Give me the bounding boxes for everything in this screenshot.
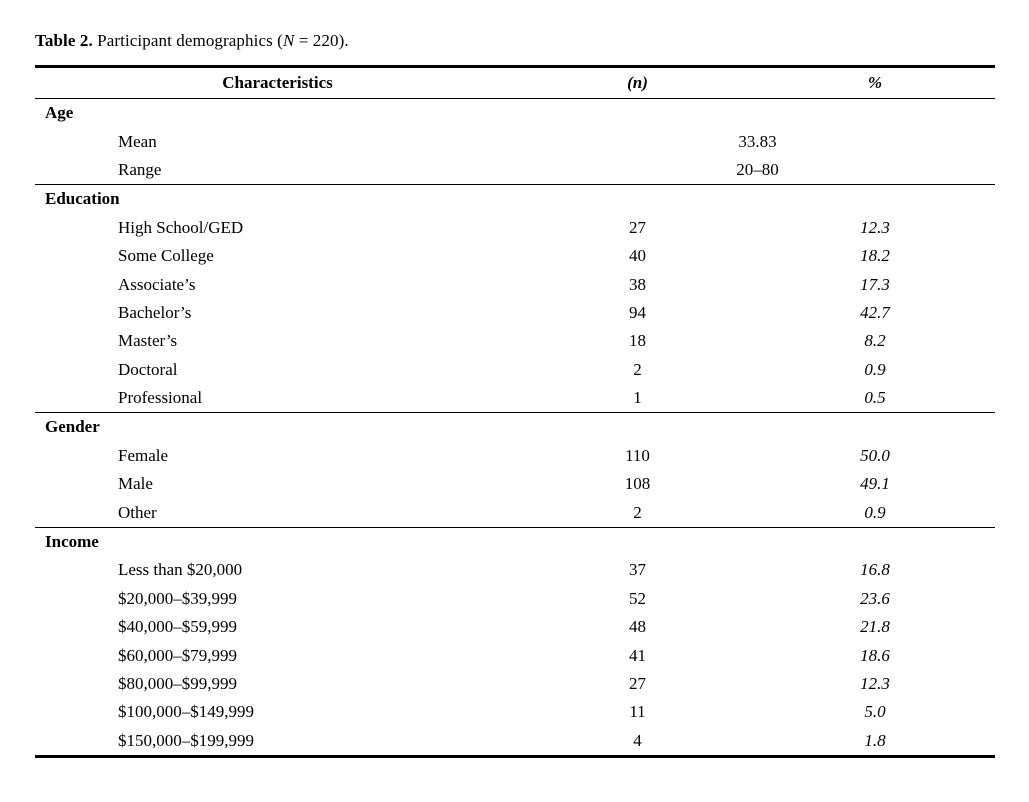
row-span-value: 20–80 xyxy=(736,159,779,179)
table-row: Doctoral 2 0.9 xyxy=(35,356,995,384)
table-row: High School/GED 27 12.3 xyxy=(35,214,995,242)
table-row: Range 20–80 xyxy=(35,156,995,185)
row-n-value: 40 xyxy=(629,246,646,266)
row-label: Male xyxy=(118,474,153,494)
row-percent-value: 0.5 xyxy=(864,388,886,408)
row-percent-value: 42.7 xyxy=(860,302,890,322)
row-label: Bachelor’s xyxy=(118,302,192,322)
row-label: Professional xyxy=(118,388,203,408)
table-row: $20,000–$39,999 52 23.6 xyxy=(35,585,995,613)
row-n-value: 94 xyxy=(629,302,646,322)
row-label: $100,000–$149,999 xyxy=(118,702,254,722)
row-n-value: 1 xyxy=(633,388,642,408)
section-header-education: Education xyxy=(35,184,995,214)
table-row: Some College 40 18.2 xyxy=(35,242,995,270)
row-percent-value: 18.6 xyxy=(860,645,890,665)
table-row: Female 110 50.0 xyxy=(35,442,995,470)
table-row: $100,000–$149,999 11 5.0 xyxy=(35,698,995,726)
row-n-value: 27 xyxy=(629,217,646,237)
row-percent-value: 12.3 xyxy=(860,217,890,237)
row-label: Female xyxy=(118,445,169,465)
row-percent-value: 0.9 xyxy=(864,502,886,522)
table-row: $150,000–$199,999 4 1.8 xyxy=(35,727,995,757)
row-label: $40,000–$59,999 xyxy=(118,617,237,637)
row-span-value: 33.83 xyxy=(738,131,777,151)
column-header-characteristics: Characteristics xyxy=(35,66,520,99)
row-percent-value: 5.0 xyxy=(864,702,886,722)
row-percent-value: 49.1 xyxy=(860,474,890,494)
header-row: Characteristics (n) % xyxy=(35,66,995,99)
row-label: Associate’s xyxy=(118,274,196,294)
table-row: Master’s 18 8.2 xyxy=(35,327,995,355)
section-row-gender: Gender xyxy=(35,412,995,442)
table-row: Professional 1 0.5 xyxy=(35,384,995,413)
table-row: Other 2 0.9 xyxy=(35,498,995,527)
row-n-value: 110 xyxy=(625,445,650,465)
table-row: $80,000–$99,999 27 12.3 xyxy=(35,670,995,698)
row-label: $60,000–$79,999 xyxy=(118,645,237,665)
row-percent-value: 23.6 xyxy=(860,588,890,608)
row-label: Mean xyxy=(118,131,157,151)
section-header-income: Income xyxy=(35,526,995,557)
table-row: Male 108 49.1 xyxy=(35,470,995,498)
row-percent-value: 21.8 xyxy=(860,617,890,637)
row-n-value: 38 xyxy=(629,274,646,294)
table-row: $40,000–$59,999 48 21.8 xyxy=(35,613,995,641)
row-percent-value: 1.8 xyxy=(864,730,886,750)
demographics-table: Characteristics (n) % Age Mean 33.83 Ran… xyxy=(35,65,995,758)
row-percent-value: 8.2 xyxy=(864,331,886,351)
table-row: Less than $20,000 37 16.8 xyxy=(35,556,995,584)
section-row-income: Income xyxy=(35,526,995,557)
row-n-value: 48 xyxy=(629,617,646,637)
row-label: Some College xyxy=(118,246,214,266)
row-label: $80,000–$99,999 xyxy=(118,674,237,693)
row-n-value: 27 xyxy=(629,674,646,693)
row-percent-value: 12.3 xyxy=(860,674,890,693)
row-label: High School/GED xyxy=(118,217,244,237)
table-row: $60,000–$79,999 41 18.6 xyxy=(35,641,995,669)
section-header-gender: Gender xyxy=(35,412,995,442)
table-caption-suffix: = 220). xyxy=(294,31,349,50)
section-row-education: Education xyxy=(35,184,995,214)
row-label: Less than $20,000 xyxy=(118,560,243,580)
row-n-value: 2 xyxy=(633,502,642,522)
table-caption: Table 2. Participant demographics (N = 2… xyxy=(35,30,995,52)
row-percent-value: 17.3 xyxy=(860,274,890,294)
row-label: Range xyxy=(118,159,162,179)
column-header-percent: % xyxy=(755,66,995,99)
row-n-value: 18 xyxy=(629,331,646,351)
section-header-age: Age xyxy=(45,103,74,123)
row-n-value: 37 xyxy=(629,560,646,580)
row-label: $20,000–$39,999 xyxy=(118,588,237,608)
row-label: Master’s xyxy=(118,331,178,351)
table-caption-text: Participant demographics ( xyxy=(92,31,283,50)
row-percent-value: 16.8 xyxy=(860,560,890,580)
table-row: Associate’s 38 17.3 xyxy=(35,270,995,298)
row-n-value: 41 xyxy=(629,645,646,665)
row-label: $150,000–$199,999 xyxy=(118,730,254,750)
table-row: Mean 33.83 xyxy=(35,127,995,155)
row-percent-value: 50.0 xyxy=(860,445,890,465)
table-row: Bachelor’s 94 42.7 xyxy=(35,299,995,327)
row-n-value: 108 xyxy=(624,474,651,494)
row-label: Doctoral xyxy=(118,359,178,379)
section-row-age: Age xyxy=(35,99,995,128)
table-caption-n-symbol: N xyxy=(282,31,295,50)
row-n-value: 52 xyxy=(629,588,646,608)
table-caption-number: Table 2. xyxy=(35,31,93,50)
row-label: Other xyxy=(118,502,157,522)
column-header-n: (n) xyxy=(520,66,755,99)
row-n-value: 4 xyxy=(633,730,642,750)
row-n-value: 11 xyxy=(629,702,646,722)
row-percent-value: 18.2 xyxy=(860,246,890,266)
row-percent-value: 0.9 xyxy=(864,359,886,379)
row-n-value: 2 xyxy=(633,359,642,379)
